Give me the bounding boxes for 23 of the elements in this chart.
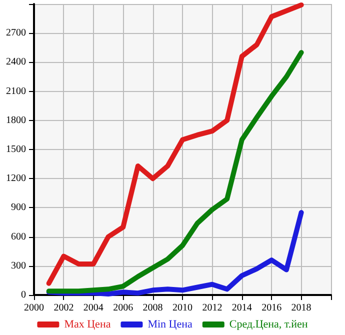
y-tick-label: 2700 xyxy=(6,28,26,39)
y-tick-label: 1800 xyxy=(6,114,26,126)
x-tick-label: 2004 xyxy=(83,302,104,314)
x-tick-label: 2018 xyxy=(291,302,312,314)
y-tick-label: 900 xyxy=(11,202,26,214)
legend-label: Max Цена xyxy=(64,318,111,330)
y-tick-label: 1200 xyxy=(6,173,26,184)
y-tick-label: 0 xyxy=(21,290,26,300)
x-tick-label: 2010 xyxy=(172,302,192,314)
y-tick-label: 1500 xyxy=(6,144,26,155)
x-tick-label: 2000 xyxy=(24,302,44,314)
x-tick-label: 2006 xyxy=(113,302,134,314)
legend-label: Сред.Цена, т.йен xyxy=(229,318,308,330)
y-tick-label: 300 xyxy=(11,260,26,272)
x-tick-label: 2014 xyxy=(232,302,252,314)
y-tick-label: 2100 xyxy=(6,86,26,97)
x-tick-label: 2016 xyxy=(262,302,282,314)
y-tick-label: 600 xyxy=(11,231,26,242)
x-tick-label: 2008 xyxy=(142,302,163,314)
x-tick-label: 2012 xyxy=(202,302,222,314)
legend-label: Min Цена xyxy=(148,318,193,330)
y-tick-label: 2400 xyxy=(6,56,26,68)
x-tick-label: 2002 xyxy=(54,302,74,314)
